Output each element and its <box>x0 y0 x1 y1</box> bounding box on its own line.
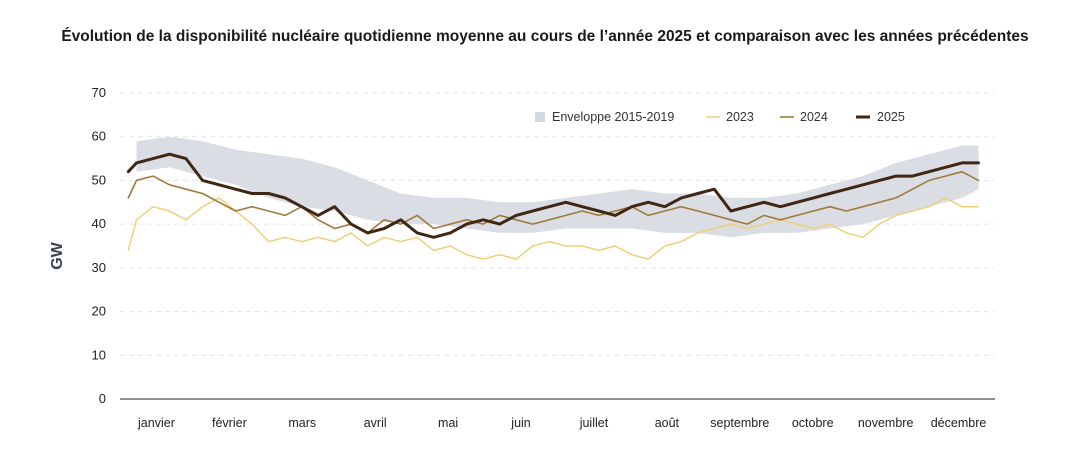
x-tick-label: juillet <box>579 416 609 430</box>
x-tick-label: novembre <box>858 416 914 430</box>
x-tick-label: décembre <box>931 416 987 430</box>
series-line-2025 <box>126 152 980 239</box>
x-tick-label: mai <box>438 416 458 430</box>
legend-label-2024: 2024 <box>800 110 828 124</box>
y-tick-label: 40 <box>92 216 106 231</box>
y-tick-label: 50 <box>92 172 106 187</box>
x-tick-label: août <box>655 416 680 430</box>
y-tick-label: 20 <box>92 304 106 319</box>
x-tick-label: septembre <box>710 416 769 430</box>
y-tick-label: 10 <box>92 347 106 362</box>
y-tick-label: 60 <box>92 129 106 144</box>
x-tick-label: octobre <box>792 416 834 430</box>
legend-label-envelope: Enveloppe 2015-2019 <box>552 110 674 124</box>
legend-label-2023: 2023 <box>726 110 754 124</box>
y-axis-label: GW <box>49 241 66 269</box>
y-tick-label: 30 <box>92 260 106 275</box>
x-tick-label: avril <box>364 416 387 430</box>
chart-title: Évolution de la disponibilité nucléaire … <box>61 28 1029 45</box>
legend-label-2025: 2025 <box>877 110 905 124</box>
envelope-area <box>136 136 979 238</box>
x-tick-label: février <box>212 416 247 430</box>
y-tick-label: 0 <box>99 391 106 406</box>
x-tick-label: mars <box>288 416 316 430</box>
x-tick-label: janvier <box>137 416 175 430</box>
series-line-2023 <box>127 197 980 260</box>
y-tick-label: 70 <box>92 85 106 100</box>
x-tick-label: juin <box>510 416 531 430</box>
legend-swatch-envelope <box>535 112 545 122</box>
series-line-2024 <box>127 170 980 234</box>
